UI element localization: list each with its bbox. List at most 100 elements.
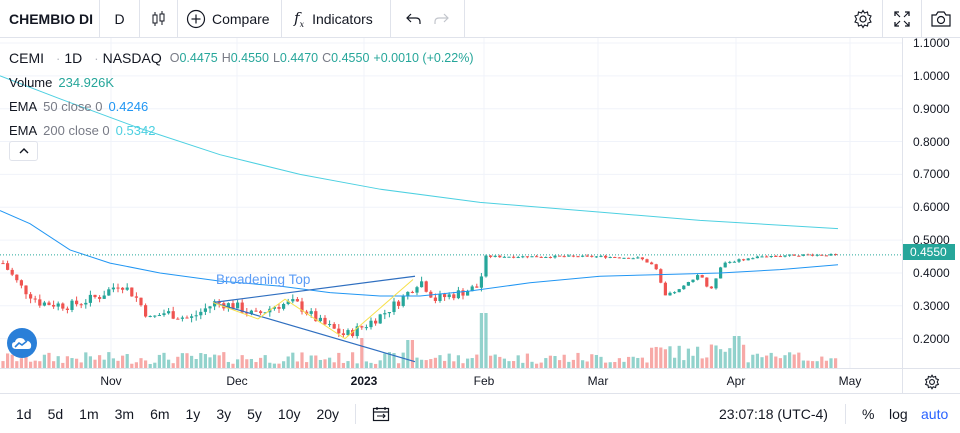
candle-body <box>801 254 805 256</box>
candle-body <box>479 276 483 288</box>
candle-body <box>10 269 14 275</box>
volume-bar <box>153 362 157 368</box>
tradingview-logo[interactable] <box>7 328 37 358</box>
candle-body <box>107 289 111 296</box>
legend-collapse-button[interactable] <box>9 141 38 161</box>
volume-bar <box>447 353 451 368</box>
candle-body <box>433 297 437 301</box>
range-button-1d[interactable]: 1d <box>16 406 32 422</box>
range-button-5y[interactable]: 5y <box>247 406 262 422</box>
volume-bar <box>433 357 437 368</box>
range-button-10y[interactable]: 10y <box>277 406 301 422</box>
volume-bar <box>337 352 341 368</box>
candle-body <box>84 302 88 305</box>
interval-button[interactable]: D <box>100 0 140 38</box>
candle-body <box>33 298 37 300</box>
range-button-1m[interactable]: 1m <box>79 406 99 422</box>
volume-bar <box>231 363 235 368</box>
volume-bar <box>502 358 506 368</box>
candle-body <box>613 257 617 259</box>
date-range-button[interactable] <box>364 395 398 433</box>
candle-body <box>475 286 479 288</box>
time-tick-label: Feb <box>473 374 495 388</box>
candle-body <box>493 255 497 257</box>
price-chart[interactable] <box>0 38 902 368</box>
candle-body <box>645 259 649 263</box>
percent-scale-toggle[interactable]: % <box>862 406 875 422</box>
candle-body <box>208 306 212 309</box>
auto-scale-toggle[interactable]: auto <box>921 406 949 422</box>
legend-change: +0.0010 (+0.22%) <box>373 51 474 65</box>
candle-body <box>686 282 690 286</box>
volume-bar <box>374 363 378 368</box>
volume-bar <box>617 358 621 368</box>
legend-ema50[interactable]: EMA 50 close 0 0.4246 <box>9 94 477 118</box>
undo-icon[interactable] <box>406 12 422 26</box>
volume-bar <box>125 354 129 368</box>
snapshot-button[interactable] <box>921 0 960 38</box>
candle-body <box>677 289 681 293</box>
volume-bar <box>222 352 226 368</box>
chart-type-button[interactable] <box>140 0 178 38</box>
compare-button[interactable]: Compare <box>178 0 282 38</box>
volume-label: Volume <box>9 74 53 90</box>
candle-body <box>650 262 654 265</box>
range-button-3m[interactable]: 3m <box>114 406 135 422</box>
candle-body <box>783 255 787 257</box>
chevron-up-icon <box>19 148 28 154</box>
symbol-search[interactable]: CHEMBIO DI <box>0 0 100 38</box>
time-tick-label: Nov <box>100 374 122 388</box>
volume-bar <box>769 352 773 368</box>
volume-bar <box>323 359 327 368</box>
compare-label: Compare <box>212 10 270 27</box>
candle-body <box>705 277 709 287</box>
indicators-button[interactable]: fx Indicators <box>282 0 391 38</box>
legend-ema200[interactable]: EMA 200 close 0 0.5342 <box>9 118 477 142</box>
volume-bar <box>622 361 626 368</box>
range-button-20y[interactable]: 20y <box>316 406 340 422</box>
volume-bar <box>631 356 635 368</box>
candle-body <box>728 261 732 263</box>
candle-body <box>121 287 125 290</box>
candle-body <box>824 255 828 257</box>
candle-body <box>760 256 764 258</box>
legend-low: 0.4470 <box>279 51 319 65</box>
top-toolbar: CHEMBIO DI D Compare fx Indicators <box>0 0 960 38</box>
range-button-1y[interactable]: 1y <box>185 406 201 422</box>
candle-body <box>383 313 387 315</box>
range-button-5d[interactable]: 5d <box>47 406 64 422</box>
log-scale-toggle[interactable]: log <box>889 406 908 422</box>
clock-timezone[interactable]: 23:07:18 (UTC-4) <box>719 406 828 422</box>
candle-body <box>608 257 612 259</box>
volume-bar <box>548 355 552 368</box>
candle-body <box>93 294 97 298</box>
fullscreen-button[interactable] <box>882 0 920 38</box>
legend-volume[interactable]: Volume 234.926K <box>9 70 477 94</box>
redo-icon[interactable] <box>433 12 449 26</box>
ema50-value: 0.4246 <box>108 98 149 114</box>
volume-bar <box>397 363 401 368</box>
candle-body <box>553 255 557 258</box>
volume-bar <box>111 358 115 368</box>
candle-body <box>213 301 217 307</box>
legend-close-key: C <box>322 51 332 65</box>
ema200-value: 0.5342 <box>115 122 156 138</box>
settings-button[interactable] <box>844 0 882 38</box>
volume-bar <box>562 354 566 368</box>
candle-body <box>374 320 378 324</box>
volume-bar <box>130 363 134 368</box>
candle-body <box>765 256 769 258</box>
price-axis[interactable]: 1.1000 1.0000 0.9000 0.8000 0.7000 0.6000 0.50… <box>902 36 960 368</box>
volume-bar <box>516 355 520 368</box>
volume-bar <box>341 362 345 368</box>
price-tick-label: 0.3000 <box>913 298 950 313</box>
candle-body <box>337 328 341 334</box>
range-button-3y[interactable]: 3y <box>216 406 232 422</box>
broadening-top-annotation[interactable]: Broadening Top <box>216 272 311 287</box>
volume-bar <box>42 354 46 368</box>
volume-bar <box>162 352 166 368</box>
volume-bar <box>604 362 608 368</box>
axis-settings-button[interactable] <box>902 369 960 394</box>
range-button-6m[interactable]: 6m <box>150 406 170 422</box>
time-axis[interactable]: Nov Dec 2023 Feb Mar Apr May <box>0 368 960 394</box>
